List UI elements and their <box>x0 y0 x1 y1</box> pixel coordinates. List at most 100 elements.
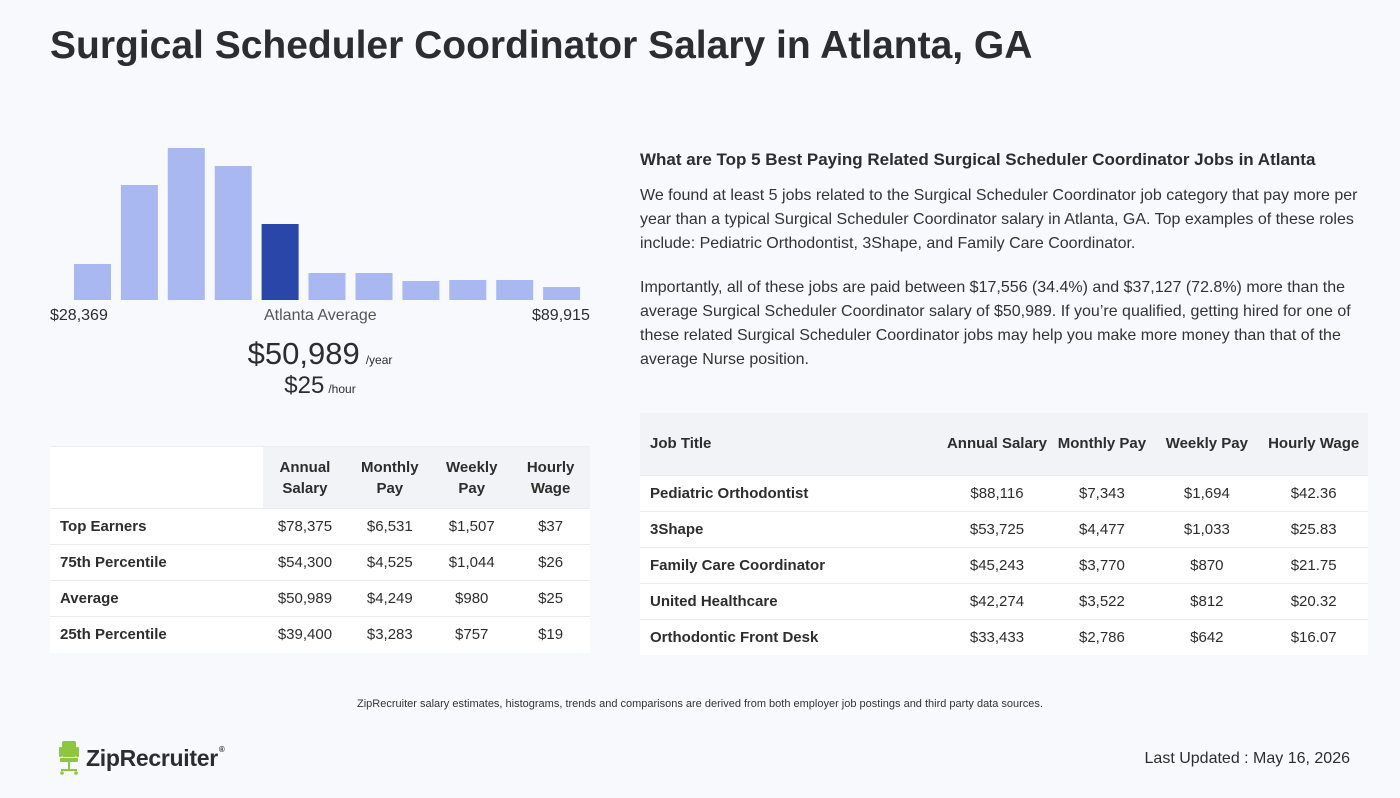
table-row: Family Care Coordinator $45,243 $3,770 $… <box>640 547 1368 583</box>
job-title-cell: United Healthcare <box>650 592 778 610</box>
histogram-bar <box>74 264 111 300</box>
cell-monthly: $3,522 <box>1078 592 1125 610</box>
cell-hourly: $37 <box>538 518 564 535</box>
range-min-label: $28,369 <box>50 307 108 324</box>
cell-monthly: $2,786 <box>1078 628 1125 646</box>
cell-hourly: $25 <box>538 590 564 607</box>
header-annual-salary: Annual Salary <box>262 446 348 509</box>
cell-annual: $54,300 <box>277 554 333 571</box>
header-annual-salary: Annual Salary <box>944 413 1050 475</box>
table-row: Pediatric Orthodontist $88,116 $7,343 $1… <box>640 475 1368 511</box>
range-max-label: $89,915 <box>532 307 590 324</box>
histogram-bar <box>543 287 581 300</box>
row-label: 75th Percentile <box>60 554 167 571</box>
cell-hourly: $25.83 <box>1290 520 1337 538</box>
histogram-bar <box>167 148 205 300</box>
cell-hourly: $19 <box>538 626 564 644</box>
cell-weekly: $870 <box>1190 556 1224 574</box>
cell-weekly: $1,033 <box>1183 520 1230 538</box>
related-jobs-table: Job Title Annual Salary Monthly Pay Week… <box>640 413 1368 655</box>
salary-histogram <box>50 140 590 300</box>
cell-weekly: $642 <box>1190 628 1224 646</box>
average-hourly-wage: $25/hour <box>0 372 640 400</box>
cell-annual: $42,274 <box>969 592 1025 610</box>
histogram-bar-average <box>261 224 299 300</box>
cell-annual: $33,433 <box>969 628 1025 646</box>
logo-wordmark: ZipRecruiter® <box>86 744 225 771</box>
table-row: Top Earners $78,375 $6,531 $1,507 $37 <box>50 508 590 545</box>
cell-monthly: $4,249 <box>366 590 413 607</box>
ziprecruiter-logo[interactable]: ZipRecruiter® <box>58 740 225 776</box>
table-row: United Healthcare $42,274 $3,522 $812 $2… <box>640 583 1368 619</box>
cell-weekly: $1,694 <box>1183 484 1230 502</box>
row-label: Top Earners <box>60 518 147 535</box>
header-hourly-wage: Hourly Wage <box>1259 413 1368 475</box>
header-monthly-pay: Monthly Pay <box>347 446 433 509</box>
cell-annual: $39,400 <box>277 626 333 644</box>
histogram-svg <box>74 148 581 300</box>
cell-annual: $88,116 <box>970 484 1024 502</box>
cell-weekly: $757 <box>455 626 489 644</box>
header-hourly-wage: Hourly Wage <box>511 446 590 509</box>
job-title-cell: Orthodontic Front Desk <box>650 628 819 646</box>
percentile-salary-table: Annual Salary Monthly Pay Weekly Pay Hou… <box>50 446 590 653</box>
related-jobs-paragraph-2: Importantly, all of these jobs are paid … <box>640 279 1351 368</box>
table-row: 25th Percentile $39,400 $3,283 $757 $19 <box>50 616 590 653</box>
table-header-row: Job Title Annual Salary Monthly Pay Week… <box>640 413 1368 475</box>
related-jobs-paragraph-1: We found at least 5 jobs related to the … <box>640 187 1358 252</box>
cell-annual: $50,989 <box>277 590 333 607</box>
table-header-row: Annual Salary Monthly Pay Weekly Pay Hou… <box>50 446 590 509</box>
table-row: 75th Percentile $54,300 $4,525 $1,044 $2… <box>50 544 590 581</box>
histogram-bar <box>308 273 346 300</box>
cell-annual: $53,725 <box>969 520 1025 538</box>
cell-hourly: $42.36 <box>1290 484 1337 502</box>
cell-monthly: $3,283 <box>366 626 413 644</box>
cell-monthly: $4,477 <box>1078 520 1125 538</box>
last-updated: Last Updated : May 16, 2026 <box>1144 750 1350 767</box>
cell-monthly: $6,531 <box>366 518 413 535</box>
histogram-bar <box>402 281 440 300</box>
annual-value: $50,989 <box>247 336 360 371</box>
header-blank <box>50 446 263 509</box>
cell-annual: $45,243 <box>969 556 1025 574</box>
job-title-cell: Pediatric Orthodontist <box>650 484 809 502</box>
job-title-cell: Family Care Coordinator <box>650 556 826 574</box>
cell-hourly: $20.32 <box>1290 592 1337 610</box>
table-row: Average $50,989 $4,249 $980 $25 <box>50 580 590 617</box>
header-job-title: Job Title <box>640 413 945 475</box>
cell-weekly: $980 <box>455 590 489 607</box>
cell-hourly: $21.75 <box>1290 556 1337 574</box>
related-jobs-heading: What are Top 5 Best Paying Related Surgi… <box>640 150 1316 169</box>
histogram-bar <box>355 273 393 300</box>
cell-monthly: $4,525 <box>366 554 413 571</box>
atlanta-average-label: Atlanta Average <box>264 307 377 324</box>
cell-annual: $78,375 <box>277 518 333 535</box>
histogram-bar <box>120 185 158 300</box>
histogram-bar <box>496 280 534 300</box>
header-weekly-pay: Weekly Pay <box>432 446 512 509</box>
histogram-bar <box>449 280 487 300</box>
table-row: Orthodontic Front Desk $33,433 $2,786 $6… <box>640 619 1368 655</box>
hourly-unit: /hour <box>328 382 356 396</box>
cell-monthly: $7,343 <box>1078 484 1125 502</box>
cell-weekly: $812 <box>1190 592 1224 610</box>
header-weekly-pay: Weekly Pay <box>1154 413 1260 475</box>
cell-monthly: $3,770 <box>1078 556 1125 574</box>
cell-weekly: $1,044 <box>448 554 495 571</box>
annual-unit: /year <box>365 353 393 367</box>
table-row: 3Shape $53,725 $4,477 $1,033 $25.83 <box>640 511 1368 547</box>
histogram-bar <box>214 166 252 300</box>
cell-hourly: $26 <box>538 554 564 571</box>
row-label: Average <box>60 590 119 607</box>
average-annual-salary: $50,989/year <box>0 336 640 372</box>
page-title: Surgical Scheduler Coordinator Salary in… <box>50 24 1033 67</box>
cell-weekly: $1,507 <box>448 518 495 535</box>
row-label: 25th Percentile <box>60 626 167 644</box>
header-monthly-pay: Monthly Pay <box>1049 413 1155 475</box>
data-source-disclaimer: ZipRecruiter salary estimates, histogram… <box>357 698 1043 710</box>
cell-hourly: $16.07 <box>1290 628 1337 646</box>
chair-icon <box>59 741 79 775</box>
hourly-value: $25 <box>284 372 325 399</box>
job-title-cell: 3Shape <box>650 520 704 538</box>
